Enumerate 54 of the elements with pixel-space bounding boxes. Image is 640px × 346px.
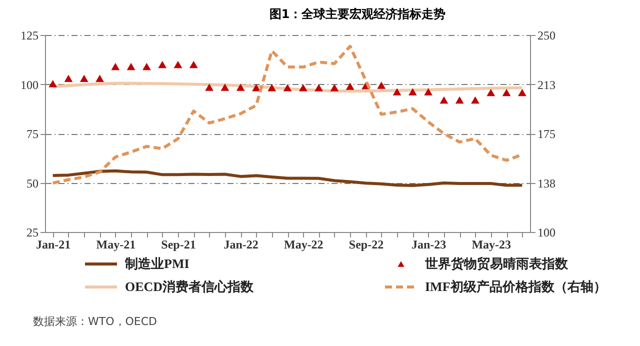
point bbox=[189, 60, 198, 68]
point bbox=[283, 84, 292, 92]
point bbox=[392, 88, 402, 96]
x-tick-label: May-22 bbox=[284, 238, 324, 252]
point bbox=[236, 84, 245, 91]
point bbox=[471, 96, 480, 104]
y2-tick-label: 175 bbox=[538, 127, 556, 141]
point bbox=[518, 88, 526, 96]
point bbox=[268, 84, 276, 92]
x-tick-label: Sep-22 bbox=[348, 238, 384, 252]
x-tick-label: Jan-23 bbox=[411, 238, 446, 252]
point bbox=[158, 60, 167, 68]
x-tick-label: May-21 bbox=[96, 238, 136, 252]
y-tick-label: 25 bbox=[26, 226, 38, 240]
y-tick-label: 75 bbox=[26, 127, 38, 141]
point bbox=[48, 80, 58, 88]
point bbox=[424, 88, 432, 96]
point bbox=[174, 60, 182, 68]
point bbox=[80, 74, 88, 82]
y-tick-label: 125 bbox=[20, 28, 38, 42]
y2-tick-label: 250 bbox=[538, 28, 556, 42]
line-series bbox=[51, 169, 524, 188]
x-tick-label: Jan-22 bbox=[224, 238, 258, 252]
point bbox=[64, 74, 73, 82]
point bbox=[142, 62, 151, 70]
legend-label: IMF初级产品价格指数（右轴） bbox=[425, 279, 606, 294]
point bbox=[111, 62, 120, 70]
legend-label: OECD消费者信心指数 bbox=[125, 279, 255, 294]
point bbox=[377, 82, 386, 89]
point bbox=[502, 88, 511, 96]
point bbox=[455, 96, 464, 104]
y2-tick-label: 100 bbox=[538, 226, 556, 240]
point bbox=[126, 62, 136, 70]
legend-label: 世界货物贸易晴雨表指数 bbox=[424, 256, 569, 271]
point bbox=[205, 84, 214, 91]
y2-tick-label: 213 bbox=[538, 78, 556, 92]
point bbox=[220, 84, 230, 91]
y-tick-label: 50 bbox=[26, 176, 38, 190]
point bbox=[346, 82, 354, 90]
x-tick-label: Jan-21 bbox=[36, 238, 71, 252]
point bbox=[298, 84, 308, 92]
point bbox=[314, 84, 323, 92]
point bbox=[440, 96, 448, 104]
point bbox=[408, 88, 417, 96]
x-tick-label: May-23 bbox=[472, 238, 512, 252]
y2-tick-label: 138 bbox=[538, 176, 556, 190]
legend-label: 制造业PMI bbox=[124, 256, 190, 271]
point bbox=[486, 88, 496, 96]
y-tick-label: 100 bbox=[20, 78, 38, 92]
source-note: 数据来源：WTO，OECD bbox=[33, 315, 158, 328]
chart-title: 图1：全球主要宏观经济指标走势 bbox=[269, 7, 446, 21]
x-tick-label: Sep-21 bbox=[161, 238, 196, 252]
point bbox=[330, 84, 339, 92]
point bbox=[96, 74, 104, 82]
